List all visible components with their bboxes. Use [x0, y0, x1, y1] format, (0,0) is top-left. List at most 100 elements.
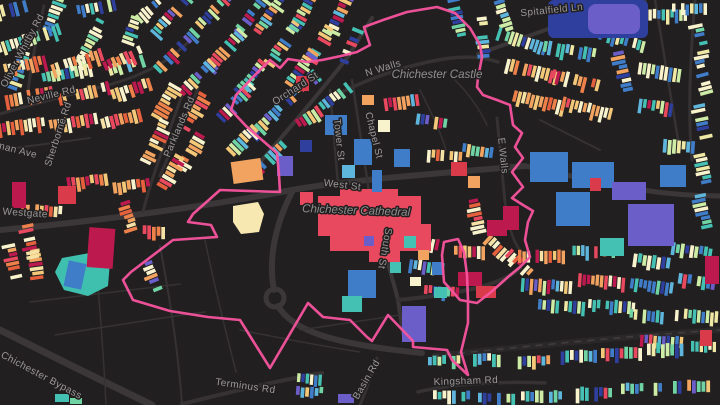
building[interactable] [612, 50, 625, 57]
building[interactable] [507, 31, 515, 45]
building-cluster[interactable] [674, 308, 719, 327]
building[interactable] [79, 114, 85, 127]
building[interactable] [233, 30, 245, 42]
building[interactable] [665, 257, 671, 269]
building[interactable] [52, 119, 59, 134]
building[interactable] [482, 234, 494, 246]
building[interactable] [690, 107, 706, 115]
building[interactable] [535, 249, 539, 263]
building[interactable] [594, 387, 598, 402]
building[interactable] [426, 149, 431, 163]
building-feature[interactable] [402, 306, 426, 342]
building[interactable] [10, 121, 16, 136]
building[interactable] [235, 27, 248, 39]
building[interactable] [449, 151, 454, 161]
building[interactable] [580, 386, 584, 401]
building[interactable] [157, 101, 174, 113]
building[interactable] [88, 29, 103, 40]
building[interactable] [29, 266, 44, 272]
building[interactable] [698, 84, 713, 92]
building[interactable] [153, 108, 169, 120]
building[interactable] [76, 56, 84, 71]
building-cluster[interactable] [139, 117, 175, 168]
building[interactable] [111, 62, 119, 74]
building[interactable] [25, 33, 34, 47]
building[interactable] [129, 19, 140, 26]
building[interactable] [244, 12, 256, 23]
building[interactable] [309, 374, 314, 385]
building[interactable] [97, 47, 105, 62]
building[interactable] [533, 279, 538, 292]
building[interactable] [156, 181, 169, 191]
building-feature[interactable] [342, 165, 355, 178]
building[interactable] [511, 90, 519, 103]
building[interactable] [568, 300, 573, 313]
building[interactable] [423, 285, 428, 295]
building[interactable] [568, 99, 576, 114]
building[interactable] [98, 174, 105, 186]
building-feature[interactable] [70, 398, 82, 404]
building-cluster[interactable] [295, 385, 324, 399]
building[interactable] [305, 51, 318, 62]
building[interactable] [642, 98, 648, 109]
building[interactable] [712, 341, 716, 353]
building[interactable] [180, 84, 193, 97]
building[interactable] [612, 275, 617, 287]
building[interactable] [304, 387, 310, 397]
building[interactable] [48, 119, 54, 129]
building-cluster[interactable] [175, 131, 210, 175]
building[interactable] [28, 58, 36, 74]
building[interactable] [632, 253, 638, 268]
building[interactable] [218, 108, 231, 121]
building[interactable] [254, 62, 266, 72]
building[interactable] [118, 52, 127, 65]
building[interactable] [279, 37, 292, 49]
building[interactable] [512, 60, 520, 76]
building[interactable] [41, 55, 49, 72]
building[interactable] [648, 334, 653, 345]
building[interactable] [495, 3, 506, 10]
building[interactable] [104, 116, 111, 128]
building[interactable] [442, 118, 448, 128]
building[interactable] [289, 23, 300, 33]
building-cluster[interactable] [637, 62, 682, 83]
building-cluster[interactable] [294, 105, 325, 133]
building[interactable] [77, 65, 85, 80]
building[interactable] [693, 246, 699, 259]
building[interactable] [696, 275, 702, 287]
building[interactable] [44, 86, 50, 97]
building[interactable] [171, 157, 185, 168]
building[interactable] [186, 111, 198, 121]
building[interactable] [651, 281, 657, 294]
building[interactable] [431, 149, 436, 158]
building-cluster[interactable] [575, 386, 612, 404]
building[interactable] [225, 146, 237, 157]
building[interactable] [173, 153, 185, 162]
building[interactable] [343, 81, 354, 94]
building[interactable] [194, 20, 205, 30]
building[interactable] [214, 49, 228, 62]
building[interactable] [674, 9, 679, 24]
building[interactable] [638, 278, 644, 288]
building[interactable] [603, 107, 609, 119]
building[interactable] [659, 281, 666, 295]
building[interactable] [639, 40, 646, 54]
building[interactable] [14, 119, 20, 131]
building[interactable] [639, 334, 644, 347]
building[interactable] [181, 0, 194, 5]
building[interactable] [9, 38, 16, 50]
building[interactable] [126, 221, 137, 229]
building[interactable] [253, 122, 267, 137]
building-cluster[interactable] [687, 23, 711, 61]
building[interactable] [66, 176, 72, 188]
building[interactable] [178, 0, 190, 7]
building-cluster[interactable] [670, 242, 713, 263]
building[interactable] [694, 161, 709, 168]
building[interactable] [321, 98, 331, 109]
building[interactable] [166, 8, 176, 18]
building[interactable] [328, 23, 340, 32]
building[interactable] [267, 149, 280, 162]
building[interactable] [579, 349, 583, 363]
building[interactable] [651, 311, 656, 323]
building[interactable] [663, 66, 669, 81]
